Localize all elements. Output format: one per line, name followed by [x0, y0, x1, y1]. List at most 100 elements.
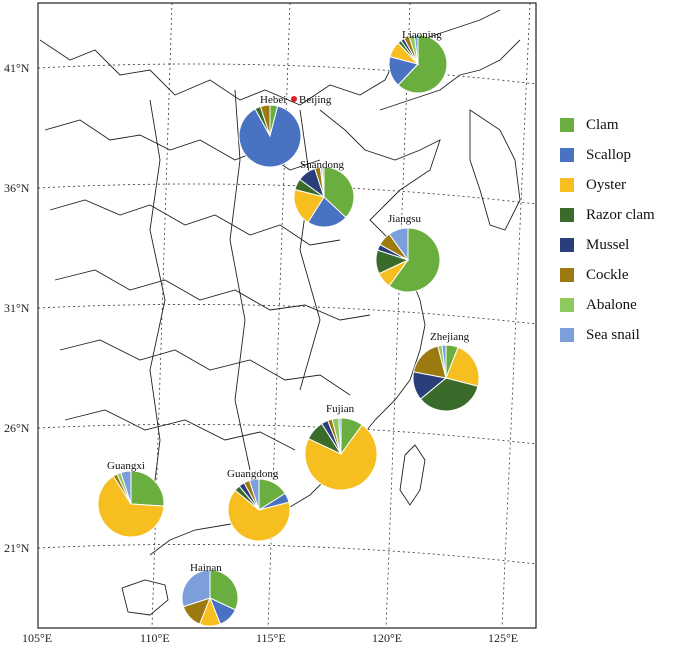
pie-slice-sea-snail	[321, 166, 325, 198]
lat-line-21	[37, 544, 537, 565]
lon-label-125: 125°E	[488, 631, 518, 645]
province-label: Hebei	[260, 94, 286, 106]
legend-item-cockle: Cockle	[560, 260, 682, 290]
boundary-vertical-2	[229, 89, 251, 471]
legend-swatch	[560, 238, 574, 252]
pie-slice-oyster	[293, 188, 325, 224]
pie-zhejiang: Zhejiang	[412, 331, 480, 412]
pie-slice-clam	[209, 569, 239, 611]
legend-swatch	[560, 208, 574, 222]
legend-item-oyster: Oyster	[560, 170, 682, 200]
boundary-inner-2	[49, 199, 341, 246]
province-label: Guangdong	[227, 468, 279, 480]
pie-slice-sea-snail	[338, 417, 342, 455]
lat-label-21: 21°N	[4, 541, 30, 555]
pie-slice-sea-snail	[388, 227, 409, 262]
pie-guangxi: Guangxi	[97, 460, 165, 538]
province-label: Zhejiang	[430, 331, 470, 343]
pie-slice-oyster	[445, 346, 480, 387]
pie-slice-oyster	[304, 424, 378, 491]
legend-item-razor-clam: Razor clam	[560, 200, 682, 230]
coastline-liaodong	[379, 39, 521, 111]
lat-label-31: 31°N	[4, 301, 30, 315]
legend-item-mussel: Mussel	[560, 230, 682, 260]
lon-label-105: 105°E	[22, 631, 52, 645]
longitude-labels: 105°E 110°E 115°E 120°E 125°E	[22, 631, 518, 645]
lat-line-31	[37, 304, 537, 325]
lon-label-110: 110°E	[140, 631, 170, 645]
pie-slice-razor-clam	[419, 377, 479, 412]
pie-slice-scallop	[238, 105, 302, 168]
legend-swatch	[560, 118, 574, 132]
legend-item-clam: Clam	[560, 110, 682, 140]
beijing-marker	[291, 96, 297, 102]
legend-item-scallop: Scallop	[560, 140, 682, 170]
boundary-inner-3	[54, 269, 371, 321]
lon-line-120	[385, 2, 411, 629]
pie-slice-sea-snail	[248, 478, 260, 511]
pie-shandong: Shandong	[293, 159, 355, 228]
legend-label: Abalone	[586, 296, 637, 313]
lat-line-41	[37, 63, 537, 85]
legend-swatch	[560, 328, 574, 342]
pie-guangdong: Guangdong	[227, 468, 291, 542]
boundary-inner-4	[59, 339, 351, 396]
pie-slice-oyster	[97, 475, 165, 538]
pie-hainan: Hainan	[181, 562, 239, 627]
pie-slice-scallop	[307, 196, 347, 228]
latitude-labels: 41°N 36°N 31°N 26°N 21°N	[4, 61, 30, 555]
pie-slice-sea-snail	[181, 569, 211, 608]
pie-slice-oyster	[227, 489, 291, 542]
province-label: Shandong	[300, 159, 345, 171]
legend-swatch	[560, 178, 574, 192]
map-frame	[37, 2, 537, 629]
legend-swatch	[560, 298, 574, 312]
legend-item-sea-snail: Sea snail	[560, 320, 682, 350]
legend-label: Clam	[586, 116, 619, 133]
legend: Clam Scallop Oyster Razor clam Mussel Co…	[560, 110, 682, 350]
pie-slice-sea-snail	[413, 34, 419, 65]
legend-swatch	[560, 148, 574, 162]
pie-slice-clam	[323, 166, 355, 219]
lon-line-125	[501, 2, 531, 629]
province-pie-charts: Liaoning Hebei Shandong Jiangsu Zhejiang Fuji…	[97, 29, 480, 627]
lat-label-36: 36°N	[4, 181, 30, 195]
legend-label: Oyster	[586, 176, 626, 193]
beijing-label: Beijing	[299, 94, 332, 106]
legend-item-abalone: Abalone	[560, 290, 682, 320]
korea-outline	[469, 109, 521, 231]
province-label: Liaoning	[402, 29, 442, 41]
boundary-inner-5	[64, 409, 296, 451]
legend-swatch	[560, 268, 574, 282]
pie-slice-cockle	[259, 104, 271, 137]
pie-slice-clam	[130, 470, 165, 507]
legend-label: Sea snail	[586, 326, 640, 343]
pie-fujian: Fujian	[304, 403, 378, 491]
legend-label: Mussel	[586, 236, 630, 253]
lat-line-26	[37, 424, 537, 445]
lat-line-36	[37, 183, 537, 205]
pie-slice-sea-snail	[120, 470, 132, 505]
pie-hebei: Hebei	[238, 94, 302, 168]
lon-label-115: 115°E	[256, 631, 286, 645]
hainan-outline	[121, 579, 169, 616]
boundary-vertical-3	[299, 109, 321, 391]
province-label: Guangxi	[107, 460, 145, 472]
boundary-vertical-1	[149, 99, 166, 521]
pie-liaoning: Liaoning	[388, 29, 448, 94]
province-label: Jiangsu	[388, 213, 422, 225]
lat-label-41: 41°N	[4, 61, 30, 75]
pie-slice-clam	[397, 34, 448, 94]
lon-label-120: 120°E	[372, 631, 402, 645]
province-label: Hainan	[190, 562, 222, 574]
pie-slice-clam	[388, 227, 441, 293]
pie-jiangsu: Jiangsu	[375, 213, 441, 293]
province-label: Fujian	[326, 403, 355, 415]
legend-label: Razor clam	[586, 206, 655, 223]
taiwan-outline	[399, 444, 426, 506]
legend-label: Scallop	[586, 146, 631, 163]
lat-label-26: 26°N	[4, 421, 30, 435]
pie-slice-sea-snail	[441, 344, 447, 379]
legend-label: Cockle	[586, 266, 629, 283]
